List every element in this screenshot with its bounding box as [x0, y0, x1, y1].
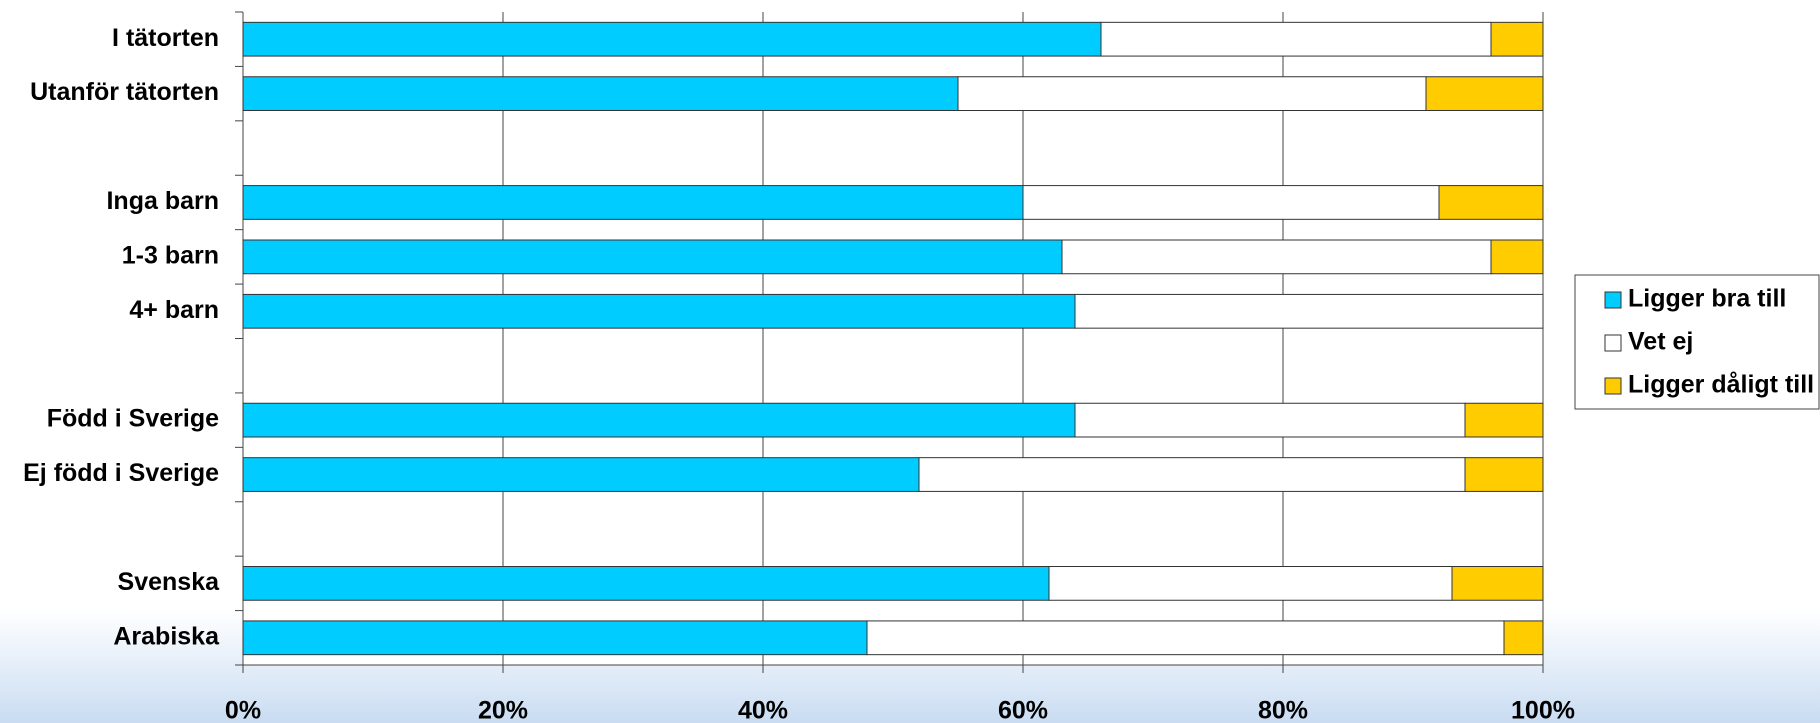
bar-segment [242, 457, 920, 492]
legend-label: Ligger bra till [1628, 285, 1786, 313]
bar-segment [1074, 293, 1544, 329]
bar-segment [1451, 566, 1544, 601]
bar-segment [1425, 76, 1544, 111]
bar-segment [1464, 402, 1544, 438]
bar-segment [242, 21, 1102, 57]
bar-segment [242, 239, 1063, 275]
bar-segment [1048, 566, 1453, 601]
x-tick-label: 0% [225, 697, 261, 723]
x-tick-label: 20% [478, 697, 528, 723]
y-tick-label: I tätorten [112, 24, 219, 52]
bar-segment [1074, 402, 1466, 438]
bar-segment [242, 76, 959, 111]
legend-label: Ligger dåligt till [1628, 371, 1814, 399]
y-tick-label: 4+ barn [129, 296, 219, 324]
x-tick-label: 60% [998, 697, 1048, 723]
bar-segment [242, 620, 868, 656]
y-tick-label: Inga barn [106, 187, 219, 215]
bar-segment [1438, 185, 1544, 220]
bar-segment [242, 293, 1076, 329]
x-tick-label: 40% [738, 697, 788, 723]
plot-area [243, 12, 1543, 665]
bar-segment [918, 457, 1466, 492]
y-tick-label: 1-3 barn [122, 241, 219, 269]
bar-segment [1464, 457, 1544, 492]
legend-swatch [1604, 291, 1622, 309]
y-tick-label: Utanför tätorten [30, 78, 219, 106]
legend-label: Vet ej [1628, 328, 1693, 356]
legend-swatch [1604, 377, 1622, 395]
bar-segment [1061, 239, 1492, 275]
x-tick-label: 100% [1511, 697, 1575, 723]
y-tick-label: Arabiska [113, 622, 220, 650]
legend-swatch [1604, 334, 1622, 352]
bar-segment [242, 402, 1076, 438]
x-tick-label: 80% [1258, 697, 1308, 723]
y-tick-label: Svenska [118, 568, 221, 596]
y-tick-label: Född i Sverige [47, 405, 219, 433]
bar-segment [866, 620, 1505, 656]
bar-segment [1503, 620, 1544, 656]
bar-segment [1490, 239, 1544, 275]
bar-segment [1022, 185, 1440, 220]
bar-segment [1100, 21, 1492, 57]
bar-segment [1490, 21, 1544, 57]
y-tick-label: Ej född i Sverige [23, 459, 219, 487]
bar-segment [242, 185, 1024, 220]
bar-segment [957, 76, 1427, 111]
bar-segment [242, 566, 1050, 601]
